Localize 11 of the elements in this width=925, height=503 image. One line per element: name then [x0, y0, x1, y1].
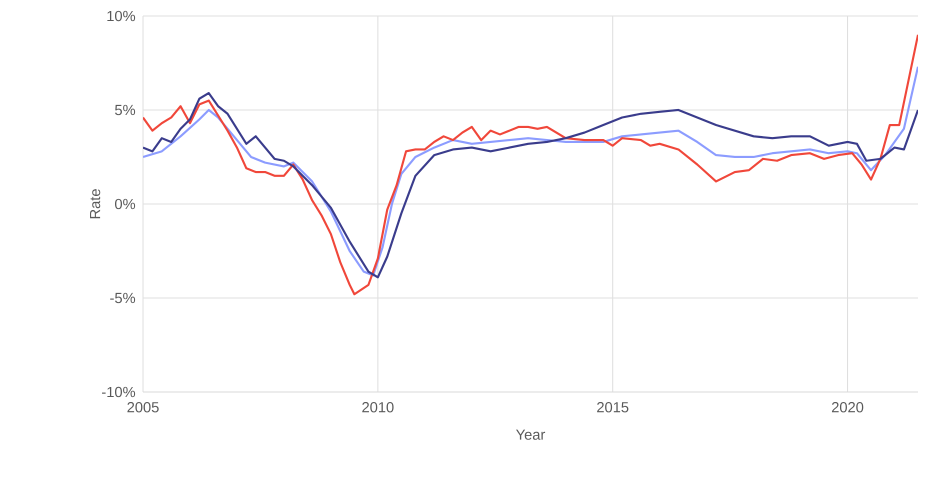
y-axis-title: Rate [90, 189, 100, 218]
y-tick-label: -10% [102, 386, 136, 398]
x-tick-label: 2010 [362, 402, 394, 412]
x-tick-label: 2020 [832, 402, 864, 412]
y-tick-label: 5% [115, 104, 136, 116]
y-tick-label: 10% [107, 10, 136, 22]
x-tick-label: 2005 [127, 402, 159, 412]
y-tick-label: -5% [110, 292, 136, 304]
x-axis-title: Year [516, 430, 546, 440]
x-tick-label: 2015 [597, 402, 628, 412]
y-tick-label: 0% [115, 198, 136, 210]
